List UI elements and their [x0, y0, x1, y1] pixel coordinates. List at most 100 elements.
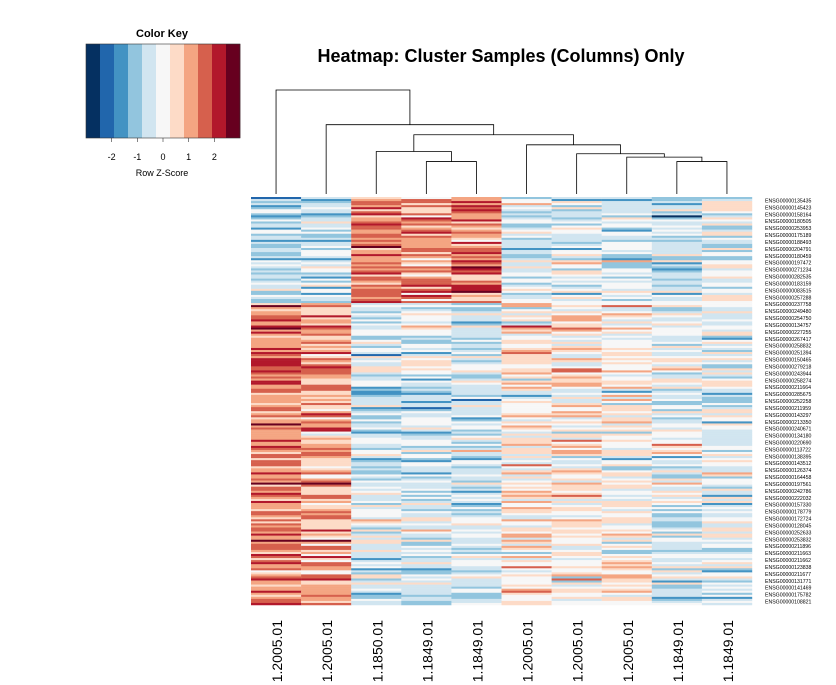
heatmap-cell [351, 352, 402, 355]
heatmap-cell [601, 325, 652, 328]
heatmap-cell [451, 578, 502, 581]
heatmap-cell [251, 337, 302, 341]
heatmap-cell [551, 498, 602, 502]
row-label: ENSG00000285675 [765, 392, 812, 398]
heatmap-cell [501, 460, 552, 463]
heatmap-cell [601, 241, 652, 245]
heatmap-cell [301, 478, 352, 481]
row-label: ENSG00000183159 [765, 281, 812, 287]
heatmap-cell [351, 492, 402, 496]
heatmap-cell [651, 509, 703, 512]
dendrogram-branch [413, 134, 574, 152]
heatmap-cell [251, 268, 302, 271]
heatmap-cell [551, 272, 602, 275]
heatmap-cell [601, 376, 652, 379]
heatmap-cell [651, 464, 703, 467]
heatmap-cell [451, 480, 502, 483]
heatmap-cell [501, 325, 552, 328]
row-label: ENSG00000213350 [765, 420, 812, 426]
heatmap-cell [701, 539, 753, 543]
heatmap-cell [551, 454, 602, 457]
heatmap-cell [351, 537, 402, 540]
heatmap-cell [451, 462, 502, 465]
heatmap-cell [551, 239, 602, 243]
heatmap-cell [601, 364, 652, 367]
heatmap-cell [601, 437, 652, 441]
heatmap-cell [251, 358, 302, 361]
heatmap-cell [451, 472, 502, 475]
heatmap-cell [701, 390, 753, 394]
heatmap-cell [701, 329, 753, 332]
heatmap-cell [301, 498, 352, 502]
heatmap-cell [251, 282, 302, 285]
heatmap-cell [251, 433, 302, 436]
heatmap-cell [551, 415, 602, 418]
heatmap-cell [551, 307, 602, 310]
heatmap-cell [701, 258, 753, 261]
heatmap-cell [701, 241, 753, 245]
heatmap-cell [701, 445, 753, 449]
heatmap-cell [251, 319, 302, 322]
heatmap-cell [501, 602, 552, 606]
heatmap-cell [401, 590, 452, 594]
heatmap-cell [251, 299, 302, 302]
heatmap-cell [451, 323, 502, 326]
heatmap-cell [401, 480, 452, 483]
heatmap-cell [501, 572, 552, 575]
heatmap-cell [551, 484, 602, 487]
heatmap-cell [601, 199, 652, 202]
heatmap-cell [251, 500, 302, 504]
heatmap-cell [251, 425, 302, 428]
heatmap-cell [301, 256, 352, 259]
heatmap-cell [651, 296, 703, 300]
heatmap-cell [701, 325, 753, 328]
heatmap-cell [351, 545, 402, 549]
heatmap-cell [401, 549, 452, 553]
heatmap-cell [551, 452, 602, 455]
heatmap-cell [301, 388, 352, 392]
heatmap-cell [401, 482, 452, 485]
heatmap-cell [351, 533, 402, 536]
heatmap-cell [401, 325, 452, 328]
heatmap-cell [401, 529, 452, 532]
heatmap-cell [601, 511, 652, 514]
heatmap-cell [551, 488, 602, 492]
heatmap-cell [701, 364, 753, 367]
heatmap-cell [551, 503, 602, 506]
heatmap-cell [601, 401, 652, 404]
heatmap-cell [401, 305, 452, 308]
heatmap-cell [501, 331, 552, 334]
heatmap-cell [701, 535, 753, 538]
heatmap-cell [301, 572, 352, 575]
heatmap-cell [701, 417, 753, 420]
heatmap-cell [651, 341, 703, 345]
heatmap-cell [401, 352, 452, 355]
heatmap-cell [251, 333, 302, 336]
heatmap-cell [551, 262, 602, 265]
heatmap-cell [601, 360, 652, 363]
heatmap-cell [401, 462, 452, 465]
heatmap-cell [451, 254, 502, 257]
heatmap-cell [301, 484, 352, 487]
heatmap-cell [351, 474, 402, 477]
heatmap-cell [251, 490, 302, 494]
heatmap-cell [351, 568, 402, 571]
heatmap-cell [301, 435, 352, 438]
heatmap-cell [451, 505, 502, 508]
heatmap-cell [601, 221, 652, 224]
heatmap-cell [501, 596, 552, 600]
heatmap-cell [701, 315, 753, 318]
heatmap-cell [301, 527, 352, 530]
heatmap-cell [601, 551, 652, 555]
heatmap-cell [401, 292, 452, 296]
heatmap-cell [701, 437, 753, 441]
heatmap-cell [551, 315, 602, 318]
heatmap-cell [701, 439, 753, 443]
heatmap-cell [401, 445, 452, 449]
heatmap-cell [651, 199, 703, 202]
row-label: ENSG00000222032 [765, 496, 812, 502]
heatmap-cell [401, 570, 452, 573]
heatmap-cell [301, 231, 352, 234]
heatmap-cell [501, 551, 552, 555]
heatmap-cell [251, 252, 302, 255]
